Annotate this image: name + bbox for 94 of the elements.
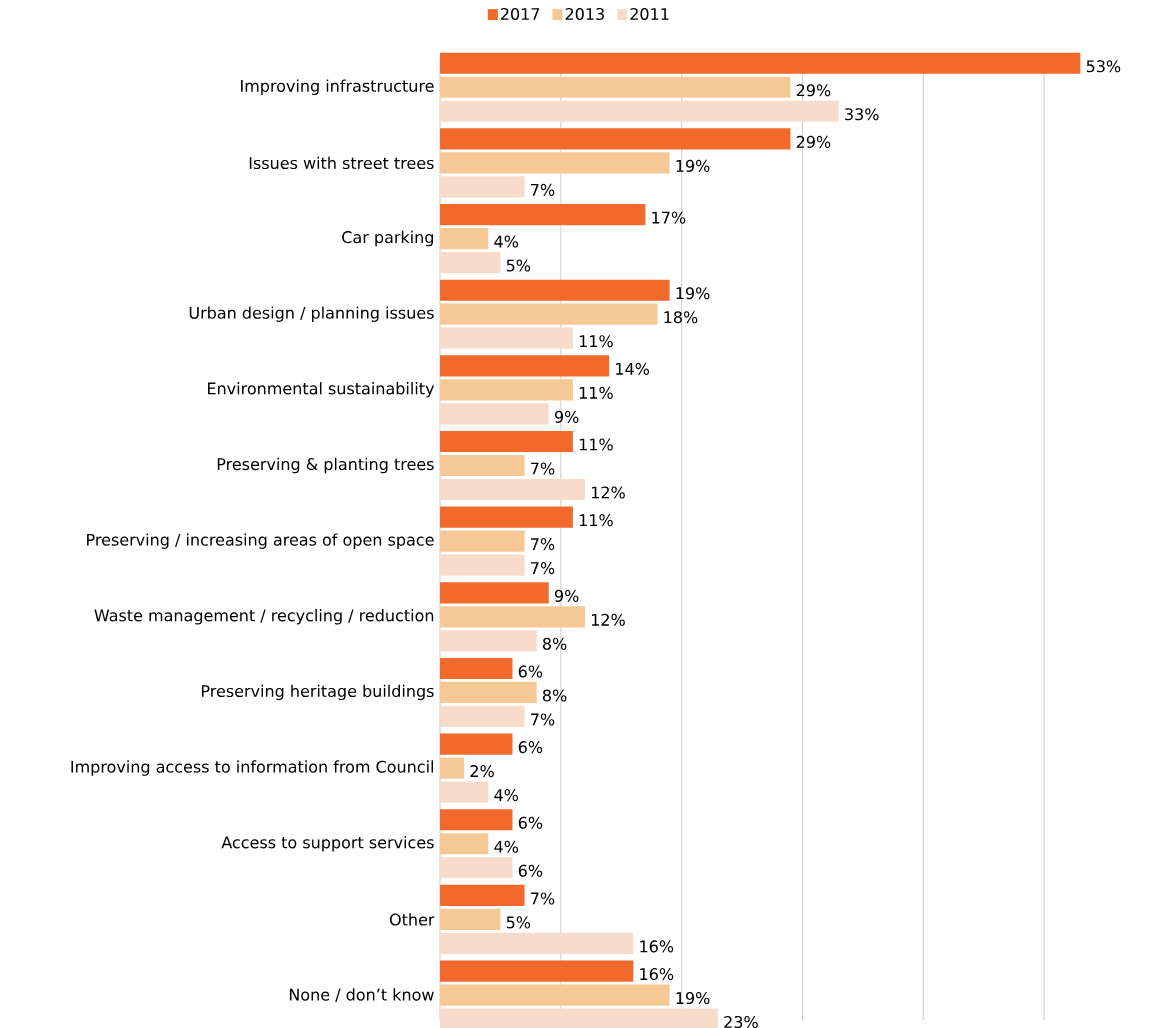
y-tick-label: Car parking — [342, 230, 434, 247]
y-tick-label: Other — [389, 913, 435, 926]
data-label: 11% — [579, 514, 613, 527]
data-label: 5% — [506, 259, 531, 272]
bar — [440, 227, 489, 250]
data-label: 8% — [542, 689, 567, 702]
y-tick-label: None / don’t know — [289, 988, 434, 1002]
bar — [440, 960, 634, 982]
y-tick-label: Preserving / increasing areas of open space — [87, 533, 434, 549]
y-tick-label: Improving access to information from Council — [71, 760, 434, 776]
bar — [440, 430, 573, 453]
bar — [440, 857, 513, 879]
data-label: 4% — [494, 789, 519, 802]
legend-label: 2017 — [500, 7, 540, 21]
legend-label: 2013 — [565, 7, 604, 21]
legend-label: 2011 — [630, 7, 669, 21]
y-tick-label: Access to support services — [221, 836, 434, 852]
bar — [440, 403, 549, 425]
bar — [440, 100, 839, 122]
data-label: 19% — [676, 287, 710, 300]
bar — [440, 833, 489, 855]
bar — [440, 630, 537, 652]
y-tick-label: Issues with street trees — [249, 156, 434, 170]
data-label: 9% — [554, 589, 579, 602]
bar — [440, 176, 525, 198]
bar — [440, 681, 537, 704]
data-label: 7% — [531, 183, 555, 196]
bar — [440, 454, 525, 477]
y-tick-label: Preserving heritage buildings — [201, 684, 434, 701]
data-label: 7% — [531, 538, 555, 551]
bar — [440, 506, 573, 528]
data-label: 14% — [616, 362, 650, 375]
bar — [440, 355, 610, 377]
bar — [440, 908, 501, 930]
bar — [440, 781, 489, 803]
bar — [440, 379, 573, 401]
bar — [440, 733, 513, 755]
bar — [440, 984, 670, 1006]
bar — [440, 251, 501, 274]
data-label: 7% — [531, 462, 555, 475]
data-label: 4% — [494, 840, 519, 853]
bar — [440, 478, 585, 501]
data-label: 29% — [796, 84, 831, 97]
data-label: 11% — [579, 335, 613, 348]
bar — [440, 152, 670, 174]
data-label: 7% — [531, 713, 555, 726]
y-tick-label: Improving infrastructure — [241, 79, 434, 95]
data-label: 53% — [1086, 60, 1121, 73]
bar — [440, 128, 791, 150]
bar — [440, 657, 513, 680]
data-label: 12% — [591, 613, 625, 626]
bar — [440, 279, 670, 301]
bar — [440, 705, 525, 728]
data-label: 6% — [518, 864, 543, 877]
data-label: 6% — [518, 665, 543, 678]
bar — [440, 76, 791, 98]
data-label: 4% — [494, 235, 519, 248]
bar — [440, 52, 1081, 74]
bar — [440, 303, 658, 325]
data-label: 29% — [796, 135, 831, 148]
bar — [440, 203, 646, 226]
data-label: 7% — [531, 562, 555, 575]
bar — [440, 606, 585, 628]
data-label: 12% — [591, 486, 625, 499]
y-tick-label: Preserving & planting trees — [217, 457, 434, 474]
data-label: 23% — [724, 1015, 758, 1028]
bar — [440, 809, 513, 831]
data-label: 17% — [652, 211, 686, 224]
data-label: 9% — [554, 410, 579, 423]
data-label: 18% — [664, 311, 698, 324]
bar — [440, 757, 465, 779]
data-label: 2% — [470, 765, 494, 778]
data-label: 8% — [542, 637, 567, 650]
bar — [440, 582, 549, 604]
y-tick-label: Waste management / recycling / reduction — [94, 609, 434, 625]
bar — [440, 932, 634, 954]
data-label: 19% — [676, 992, 710, 1005]
data-label: 7% — [531, 892, 555, 905]
bar — [440, 884, 525, 907]
bar — [440, 1008, 718, 1028]
data-label: 11% — [579, 438, 613, 451]
data-label: 5% — [506, 916, 531, 929]
data-label: 11% — [579, 386, 613, 399]
data-label: 6% — [518, 816, 543, 829]
data-label: 16% — [640, 940, 674, 953]
bar — [440, 327, 573, 349]
data-label: 16% — [640, 968, 674, 981]
y-tick-label: Environmental sustainability — [208, 382, 435, 398]
data-label: 33% — [845, 108, 879, 121]
bar — [440, 554, 525, 576]
bar — [440, 530, 525, 552]
data-label: 19% — [676, 159, 710, 172]
data-label: 6% — [518, 741, 543, 754]
y-tick-label: Urban design / planning issues — [189, 306, 434, 322]
